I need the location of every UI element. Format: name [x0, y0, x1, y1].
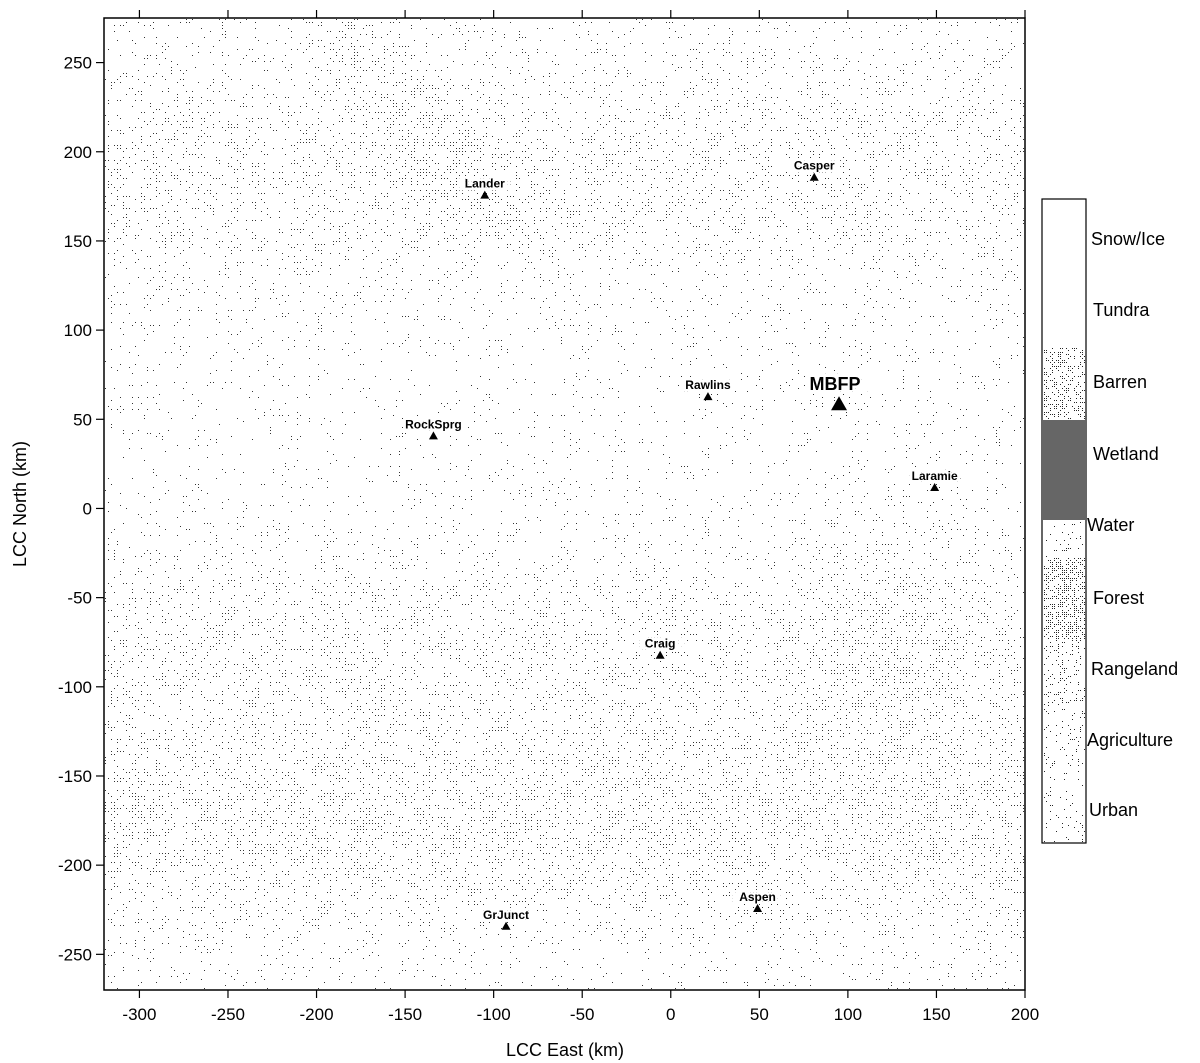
place-markers: Lander Casper Rawlins RockSprg Laramie Craig G…	[405, 158, 961, 930]
legend-label-snow-ice: Snow/Ice	[1091, 229, 1165, 249]
legend-label-forest: Forest	[1093, 588, 1144, 608]
place-marker: Lander	[458, 176, 511, 199]
legend-label-tundra: Tundra	[1093, 300, 1150, 320]
place-marker: GrJunct	[480, 907, 533, 930]
x-tick-label: 150	[922, 1005, 950, 1024]
legend-label-water: Water	[1087, 515, 1134, 535]
x-tick-label: -250	[211, 1005, 245, 1024]
x-tick-label: 100	[834, 1005, 862, 1024]
x-tick-label: -150	[388, 1005, 422, 1024]
land-cover-legend: Snow/Ice Tundra Barren Wetland Water For…	[1041, 198, 1178, 844]
y-tick-label: -250	[58, 945, 92, 964]
place-marker: Aspen	[731, 889, 784, 912]
site-label: MBFP	[810, 374, 861, 394]
place-triangle-icon	[428, 431, 438, 440]
place-triangle-icon	[480, 190, 490, 199]
place-marker: Craig	[634, 636, 687, 659]
y-tick-label: 250	[64, 54, 92, 73]
y-tick-label: 0	[83, 499, 92, 518]
x-tick-label: -200	[300, 1005, 334, 1024]
place-triangle-icon	[753, 903, 763, 912]
y-tick-label: -50	[67, 589, 92, 608]
place-marker: Casper	[788, 158, 841, 181]
legend-label-urban: Urban	[1089, 800, 1138, 820]
site-triangle-icon	[831, 396, 848, 411]
y-tick-label: 100	[64, 321, 92, 340]
legend-label-barren: Barren	[1093, 372, 1147, 392]
legend-label-rangeland: Rangeland	[1091, 659, 1178, 679]
site-marker: MBFP	[807, 371, 872, 411]
x-tick-label: 200	[1011, 1005, 1039, 1024]
y-tick-label: 200	[64, 143, 92, 162]
place-label: GrJunct	[483, 908, 529, 922]
map-frame	[103, 17, 1026, 991]
x-tick-label: 0	[666, 1005, 675, 1024]
x-tick-label: -100	[477, 1005, 511, 1024]
legend-swatch	[1043, 420, 1085, 520]
place-marker: Rawlins	[681, 378, 734, 401]
y-tick-label: 50	[73, 410, 92, 429]
place-label: Laramie	[912, 469, 958, 483]
place-triangle-icon	[809, 172, 819, 181]
legend-bar	[1041, 198, 1087, 844]
x-axis: -300 -250 -200 -150 -100 -50 0 50 100 150 200	[122, 10, 1039, 1024]
place-marker: RockSprg	[405, 417, 462, 440]
x-axis-title: LCC East (km)	[506, 1040, 624, 1060]
place-label: RockSprg	[405, 417, 462, 431]
place-triangle-icon	[703, 392, 713, 401]
place-triangle-icon	[655, 650, 665, 659]
place-marker: Laramie	[908, 469, 961, 492]
land-cover-map	[104, 18, 1025, 990]
y-axis: 250 200 150 100 50 0 -50 -100 -150 -200 -250	[58, 54, 104, 964]
place-label: Craig	[645, 637, 676, 651]
place-label: Rawlins	[685, 378, 731, 392]
place-label: Lander	[465, 177, 505, 191]
place-label: Aspen	[739, 890, 776, 904]
place-triangle-icon	[930, 483, 940, 492]
y-tick-label: 150	[64, 232, 92, 251]
y-axis-title: LCC North (km)	[10, 441, 30, 567]
place-triangle-icon	[501, 921, 511, 930]
place-label: Casper	[794, 159, 835, 173]
legend-label-agriculture: Agriculture	[1087, 730, 1173, 750]
x-tick-label: -300	[122, 1005, 156, 1024]
y-tick-label: -150	[58, 767, 92, 786]
y-tick-label: -200	[58, 856, 92, 875]
y-tick-label: -100	[58, 678, 92, 697]
x-tick-label: -50	[570, 1005, 595, 1024]
x-tick-label: 50	[750, 1005, 769, 1024]
legend-label-wetland: Wetland	[1093, 444, 1159, 464]
